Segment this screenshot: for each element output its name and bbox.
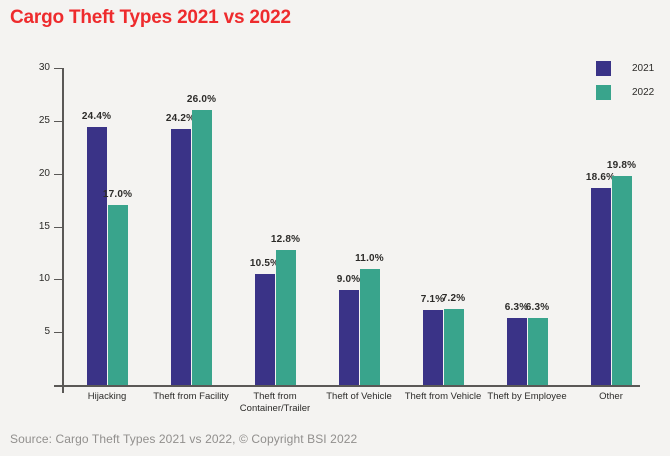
y-tick-30 bbox=[54, 68, 62, 69]
value-label-2022-2: 12.8% bbox=[270, 233, 301, 245]
chart-title: Cargo Theft Types 2021 vs 2022 bbox=[10, 7, 291, 28]
x-category-label-1: Theft from Facility bbox=[153, 391, 229, 402]
value-label-2021-3: 9.0% bbox=[336, 273, 361, 285]
legend-item-2022: 2022 bbox=[596, 85, 654, 100]
bar-2021-3 bbox=[338, 289, 359, 385]
value-label-2022-6: 19.8% bbox=[606, 159, 637, 171]
y-tick-10 bbox=[54, 279, 62, 281]
x-category-label-5: Theft by Employee bbox=[487, 391, 567, 402]
value-label-2021-0: 24.4% bbox=[81, 111, 112, 123]
bar-2021-6 bbox=[590, 188, 611, 385]
value-label-2021-5: 6.3% bbox=[504, 302, 529, 314]
x-category-label-3: Theft of Vehicle bbox=[326, 391, 392, 402]
bar-2021-4 bbox=[422, 309, 443, 385]
legend-label-2022: 2022 bbox=[632, 87, 655, 98]
y-tick-label-15: 15 bbox=[38, 220, 50, 232]
y-tick-label-30: 30 bbox=[38, 62, 50, 73]
value-label-2022-3: 11.0% bbox=[355, 252, 384, 264]
source-caption: Source: Cargo Theft Types 2021 vs 2022, … bbox=[10, 432, 358, 446]
y-tick-15 bbox=[54, 226, 62, 228]
value-label-2021-1: 24.2% bbox=[165, 113, 196, 125]
legend: 2021 2022 bbox=[596, 61, 654, 109]
y-tick-label-25: 25 bbox=[38, 114, 50, 126]
value-label-2022-0: 17.0% bbox=[102, 189, 133, 201]
bar-2022-5 bbox=[527, 318, 548, 385]
bar-2022-2 bbox=[275, 249, 296, 385]
x-category-label-2: Theft from Container/Trailer bbox=[239, 391, 311, 414]
y-tick-5 bbox=[54, 332, 62, 334]
bar-2021-5 bbox=[506, 318, 527, 385]
bar-2022-1 bbox=[191, 110, 212, 385]
y-axis-line bbox=[62, 68, 64, 393]
bar-2021-0 bbox=[86, 127, 107, 385]
y-tick-label-10: 10 bbox=[38, 273, 50, 285]
x-category-label-6: Other bbox=[599, 391, 623, 402]
bar-2022-0 bbox=[107, 205, 128, 385]
bar-2021-1 bbox=[170, 129, 191, 385]
y-tick-25 bbox=[54, 120, 62, 122]
y-tick-label-5: 5 bbox=[44, 326, 50, 338]
value-label-2021-6: 18.6% bbox=[585, 172, 616, 184]
value-label-2021-2: 10.5% bbox=[249, 258, 280, 270]
x-category-label-0: Hijacking bbox=[87, 391, 127, 402]
legend-swatch-2022 bbox=[596, 85, 611, 100]
value-label-2021-4: 7.1% bbox=[420, 293, 445, 305]
value-label-2022-5: 6.3% bbox=[525, 302, 550, 314]
x-axis-line bbox=[54, 385, 640, 387]
y-tick-20 bbox=[54, 173, 62, 175]
value-label-2022-1: 26.0% bbox=[186, 94, 217, 106]
bar-2021-2 bbox=[254, 274, 275, 385]
bar-2022-6 bbox=[611, 175, 632, 385]
legend-label-2021: 2021 bbox=[632, 63, 655, 74]
bar-2022-3 bbox=[359, 268, 380, 385]
value-label-2022-4: 7.2% bbox=[441, 292, 466, 304]
x-category-label-4: Theft from Vehicle bbox=[404, 391, 482, 402]
bar-2022-4 bbox=[443, 308, 464, 385]
legend-item-2021: 2021 bbox=[596, 61, 654, 76]
legend-swatch-2021 bbox=[596, 61, 611, 76]
y-tick-label-20: 20 bbox=[38, 167, 50, 179]
